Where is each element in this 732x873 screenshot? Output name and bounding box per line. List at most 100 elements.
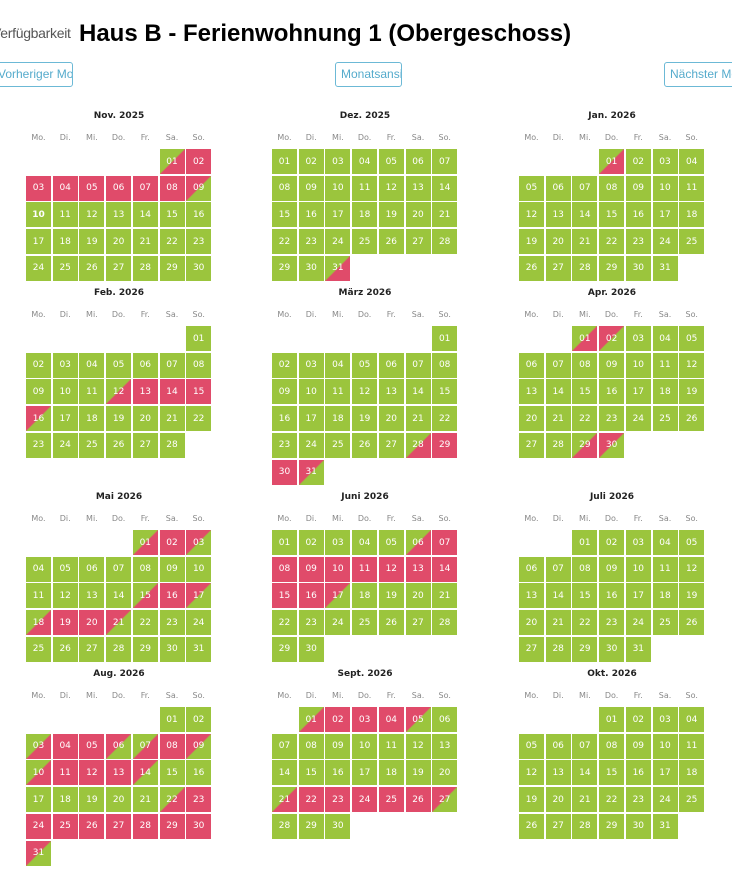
day-cell[interactable]: 31 xyxy=(625,636,651,662)
day-cell[interactable]: 23 xyxy=(159,610,185,636)
day-cell[interactable]: 23 xyxy=(599,406,625,432)
day-cell[interactable]: 26 xyxy=(679,406,705,432)
day-cell[interactable]: 18 xyxy=(652,379,678,405)
day-cell[interactable]: 30 xyxy=(298,636,324,662)
day-cell[interactable]: 05 xyxy=(378,149,404,174)
day-cell[interactable]: 03 xyxy=(652,149,678,174)
day-cell[interactable]: 01 xyxy=(186,326,212,351)
day-cell[interactable]: 01 xyxy=(159,707,185,732)
day-cell[interactable]: 30 xyxy=(186,255,212,281)
day-cell[interactable]: 19 xyxy=(519,229,544,255)
day-cell[interactable]: 14 xyxy=(545,379,571,405)
day-cell[interactable]: 24 xyxy=(625,406,651,432)
day-cell[interactable]: 28 xyxy=(572,255,598,281)
day-cell[interactable]: 15 xyxy=(159,760,185,786)
day-cell[interactable]: 26 xyxy=(378,610,404,636)
day-cell[interactable]: 24 xyxy=(325,229,351,255)
day-cell[interactable]: 01 xyxy=(272,149,297,174)
day-cell[interactable]: 28 xyxy=(159,432,185,458)
day-cell[interactable]: 04 xyxy=(679,149,705,174)
day-cell[interactable]: 21 xyxy=(272,787,297,813)
day-cell[interactable]: 19 xyxy=(52,610,78,636)
day-cell[interactable]: 11 xyxy=(679,733,705,759)
day-cell[interactable]: 11 xyxy=(652,556,678,582)
day-cell[interactable]: 05 xyxy=(519,733,544,759)
day-cell[interactable]: 17 xyxy=(352,760,378,786)
day-cell[interactable]: 19 xyxy=(106,406,132,432)
day-cell[interactable]: 09 xyxy=(599,352,625,378)
day-cell[interactable]: 13 xyxy=(132,379,158,405)
day-cell[interactable]: 02 xyxy=(186,707,212,732)
day-cell[interactable]: 25 xyxy=(652,406,678,432)
day-cell[interactable]: 08 xyxy=(272,175,297,201)
day-cell[interactable]: 23 xyxy=(186,229,212,255)
day-cell[interactable]: 20 xyxy=(106,787,132,813)
day-cell[interactable]: 27 xyxy=(106,255,132,281)
day-cell[interactable]: 08 xyxy=(298,733,324,759)
day-cell[interactable]: 26 xyxy=(378,229,404,255)
day-cell[interactable]: 04 xyxy=(52,733,78,759)
day-cell[interactable]: 28 xyxy=(272,813,297,839)
day-cell[interactable]: 09 xyxy=(186,733,212,759)
day-cell[interactable]: 08 xyxy=(159,175,185,201)
day-cell[interactable]: 01 xyxy=(432,326,458,351)
day-cell[interactable]: 10 xyxy=(298,379,324,405)
day-cell[interactable]: 26 xyxy=(352,432,378,458)
day-cell[interactable]: 12 xyxy=(519,202,544,228)
day-cell[interactable]: 10 xyxy=(625,556,651,582)
day-cell[interactable]: 21 xyxy=(572,229,598,255)
day-cell[interactable]: 15 xyxy=(572,379,598,405)
day-cell[interactable]: 22 xyxy=(272,229,297,255)
day-cell[interactable]: 06 xyxy=(519,556,544,582)
day-cell[interactable]: 16 xyxy=(186,760,212,786)
day-cell[interactable]: 10 xyxy=(26,202,51,228)
day-cell[interactable]: 15 xyxy=(432,379,458,405)
day-cell[interactable]: 05 xyxy=(378,530,404,555)
day-cell[interactable]: 03 xyxy=(52,352,78,378)
day-cell[interactable]: 08 xyxy=(132,556,158,582)
day-cell[interactable]: 13 xyxy=(405,175,431,201)
day-cell[interactable]: 09 xyxy=(625,733,651,759)
day-cell[interactable]: 02 xyxy=(26,352,51,378)
day-cell[interactable]: 16 xyxy=(599,583,625,609)
day-cell[interactable]: 25 xyxy=(325,432,351,458)
day-cell[interactable]: 08 xyxy=(572,352,598,378)
day-cell[interactable]: 04 xyxy=(79,352,105,378)
day-cell[interactable]: 12 xyxy=(79,202,105,228)
day-cell[interactable]: 30 xyxy=(298,255,324,281)
day-cell[interactable]: 08 xyxy=(572,556,598,582)
day-cell[interactable]: 09 xyxy=(159,556,185,582)
day-cell[interactable]: 10 xyxy=(52,379,78,405)
day-cell[interactable]: 07 xyxy=(106,556,132,582)
day-cell[interactable]: 06 xyxy=(378,352,404,378)
day-cell[interactable]: 24 xyxy=(625,610,651,636)
day-cell[interactable]: 14 xyxy=(545,583,571,609)
day-cell[interactable]: 02 xyxy=(625,707,651,732)
day-cell[interactable]: 21 xyxy=(405,406,431,432)
day-cell[interactable]: 05 xyxy=(79,175,105,201)
day-cell[interactable]: 03 xyxy=(625,530,651,555)
day-cell[interactable]: 16 xyxy=(159,583,185,609)
day-cell[interactable]: 03 xyxy=(186,530,212,555)
day-cell[interactable]: 04 xyxy=(378,707,404,732)
day-cell[interactable]: 13 xyxy=(79,583,105,609)
day-cell[interactable]: 01 xyxy=(159,149,185,174)
day-cell[interactable]: 17 xyxy=(26,229,51,255)
day-cell[interactable]: 30 xyxy=(325,813,351,839)
day-cell[interactable]: 02 xyxy=(272,352,297,378)
day-cell[interactable]: 23 xyxy=(298,610,324,636)
day-cell[interactable]: 19 xyxy=(352,406,378,432)
previous-month-button[interactable]: Vorheriger Monat xyxy=(0,62,73,87)
day-cell[interactable]: 07 xyxy=(572,733,598,759)
day-cell[interactable]: 24 xyxy=(26,255,51,281)
day-cell[interactable]: 18 xyxy=(652,583,678,609)
day-cell[interactable]: 16 xyxy=(272,406,297,432)
day-cell[interactable]: 19 xyxy=(79,787,105,813)
day-cell[interactable]: 08 xyxy=(599,733,625,759)
day-cell[interactable]: 29 xyxy=(599,255,625,281)
day-cell[interactable]: 27 xyxy=(405,610,431,636)
day-cell[interactable]: 09 xyxy=(325,733,351,759)
day-cell[interactable]: 24 xyxy=(352,787,378,813)
day-cell[interactable]: 09 xyxy=(625,175,651,201)
day-cell[interactable]: 31 xyxy=(298,459,324,485)
